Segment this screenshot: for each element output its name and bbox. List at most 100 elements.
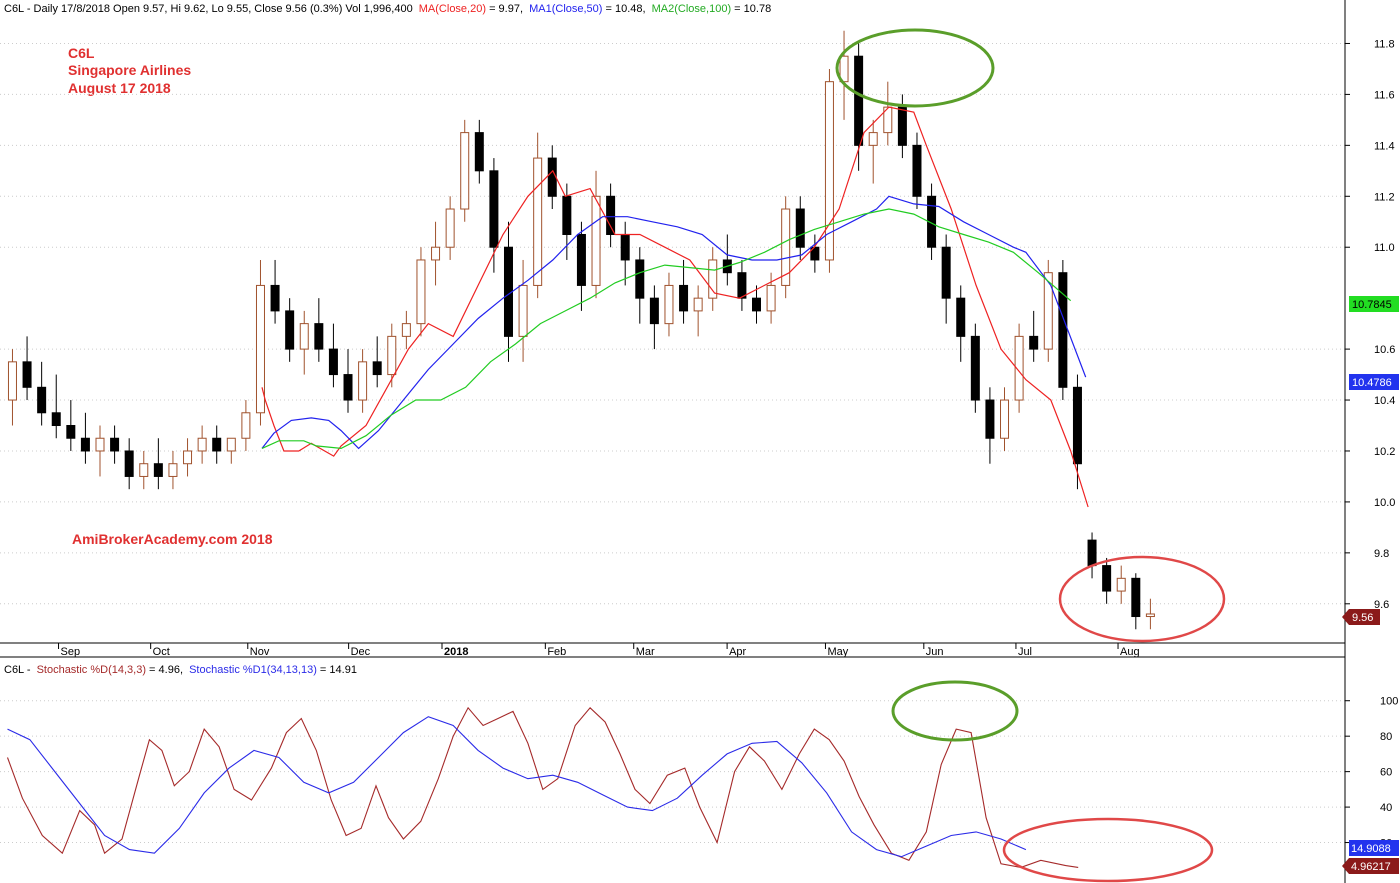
candle-body — [66, 425, 76, 439]
candle-body — [387, 335, 397, 376]
price-tick-label: 10.4 — [1374, 395, 1395, 407]
x-tick-label: Sep — [61, 646, 81, 658]
close-last-tag: 9.56 — [1342, 609, 1380, 625]
candle-body — [679, 284, 689, 312]
candle-body — [1131, 577, 1141, 618]
candle-body — [314, 323, 324, 350]
stoch-tick-label: 60 — [1380, 767, 1392, 779]
candle-body — [1102, 565, 1112, 592]
price-tick-label: 9.8 — [1374, 548, 1389, 560]
stoch-slow-last-tag: 14.9088 — [1349, 840, 1399, 856]
candle-body — [1072, 386, 1082, 465]
stoch-fast-last-value: 4.96217 — [1351, 861, 1391, 873]
stochastic-slow-line — [7, 716, 1027, 858]
candle-body — [358, 361, 368, 401]
price-tick-label: 11.6 — [1374, 89, 1395, 101]
candle-body — [649, 297, 659, 325]
ma20-line — [261, 106, 1089, 508]
candle-body — [897, 106, 907, 146]
candle-body — [664, 284, 674, 325]
price-tick-label: 11.0 — [1374, 242, 1395, 254]
candle-body — [489, 170, 499, 248]
stochastic-series — [6, 706, 1079, 868]
price-tick-label: 9.6 — [1374, 599, 1389, 611]
candle-body — [752, 297, 762, 312]
candle-body — [868, 132, 878, 146]
moving-average-series — [261, 106, 1089, 508]
candle-body — [562, 195, 572, 235]
candle-body — [7, 361, 17, 401]
candlestick-series — [7, 30, 1155, 630]
x-tick-label: Mar — [636, 646, 655, 658]
stoch-tick-label: 40 — [1380, 802, 1392, 814]
watermark: AmiBrokerAcademy.com 2018 — [72, 531, 273, 547]
x-tick-label: Jul — [1018, 646, 1032, 658]
date-annotation: August 17 2018 — [68, 80, 171, 96]
price-tick-label: 11.2 — [1374, 191, 1395, 203]
candle-body — [795, 208, 805, 248]
price-tick-label: 10.2 — [1374, 446, 1395, 458]
candle-body — [110, 437, 120, 452]
candle-body — [1000, 399, 1010, 439]
candle-body — [328, 348, 338, 376]
stochastic-header: C6L - Stochastic %D(14,3,3) = 4.96, Stoc… — [4, 664, 357, 676]
close-last-value: 9.56 — [1352, 612, 1373, 624]
candle-body — [839, 55, 849, 83]
candle-body — [153, 463, 163, 477]
candle-body — [606, 195, 616, 235]
candle-body — [37, 386, 47, 414]
candle-body — [912, 144, 922, 197]
candle-body — [168, 463, 178, 477]
price-axis: 11.8 11.6 11.4 11.2 11.0 10.6 10.4 10.2 10.0 9.8 9… — [0, 38, 1395, 611]
candle-body — [1145, 613, 1155, 618]
ma50-last-tag: 10.4786 — [1349, 374, 1399, 390]
candle-body — [766, 284, 776, 312]
stoch-tick-label: 100 — [1380, 696, 1398, 708]
candle-body — [226, 437, 236, 452]
candle-body — [1116, 577, 1126, 592]
ticker-annotation: C6L — [68, 45, 95, 61]
candle-body — [183, 450, 193, 465]
candle-body — [781, 208, 791, 286]
candle-body — [956, 297, 966, 337]
price-tick-label: 11.4 — [1374, 140, 1395, 152]
x-tick-label: Oct — [153, 646, 170, 658]
candle-body — [693, 297, 703, 312]
candle-body — [1029, 335, 1039, 350]
x-tick-label: Feb — [547, 646, 566, 658]
candle-body — [445, 208, 455, 248]
candle-body — [518, 284, 528, 337]
company-annotation: Singapore Airlines — [68, 62, 191, 78]
x-axis: Sep Oct Nov Dec 2018 Feb Mar Apr May Jun Jul Aug — [0, 642, 1345, 658]
candle-body — [460, 132, 470, 210]
ma100-line — [261, 208, 1072, 450]
ma100-last-tag: 10.7845 — [1349, 296, 1399, 312]
candle-body — [1087, 539, 1097, 567]
candle-body — [1014, 335, 1024, 401]
x-tick-label: Nov — [250, 646, 270, 658]
candle-body — [737, 272, 747, 299]
candle-body — [1043, 272, 1053, 350]
ma100-last-value: 10.7845 — [1352, 299, 1392, 311]
candle-body — [576, 233, 586, 286]
stoch-fast-last-tag: 4.96217 — [1342, 858, 1399, 874]
x-tick-label: Aug — [1120, 646, 1140, 658]
candle-body — [620, 233, 630, 261]
stochastic-fast-line — [6, 706, 1079, 868]
ma50-line — [261, 195, 1087, 450]
candle-body — [854, 55, 864, 146]
price-tick-label: 10.6 — [1374, 344, 1395, 356]
candle-body — [416, 259, 426, 325]
stoch-slow-last-value: 14.9088 — [1351, 843, 1391, 855]
red-ellipse-stochastic — [1002, 817, 1214, 883]
x-tick-label: Dec — [351, 646, 371, 658]
candle-body — [22, 361, 32, 388]
x-tick-label: Apr — [729, 646, 746, 658]
candle-body — [241, 412, 251, 439]
candle-body — [591, 195, 601, 286]
candle-body — [431, 246, 441, 261]
candle-body — [124, 450, 134, 477]
candle-body — [401, 323, 411, 337]
